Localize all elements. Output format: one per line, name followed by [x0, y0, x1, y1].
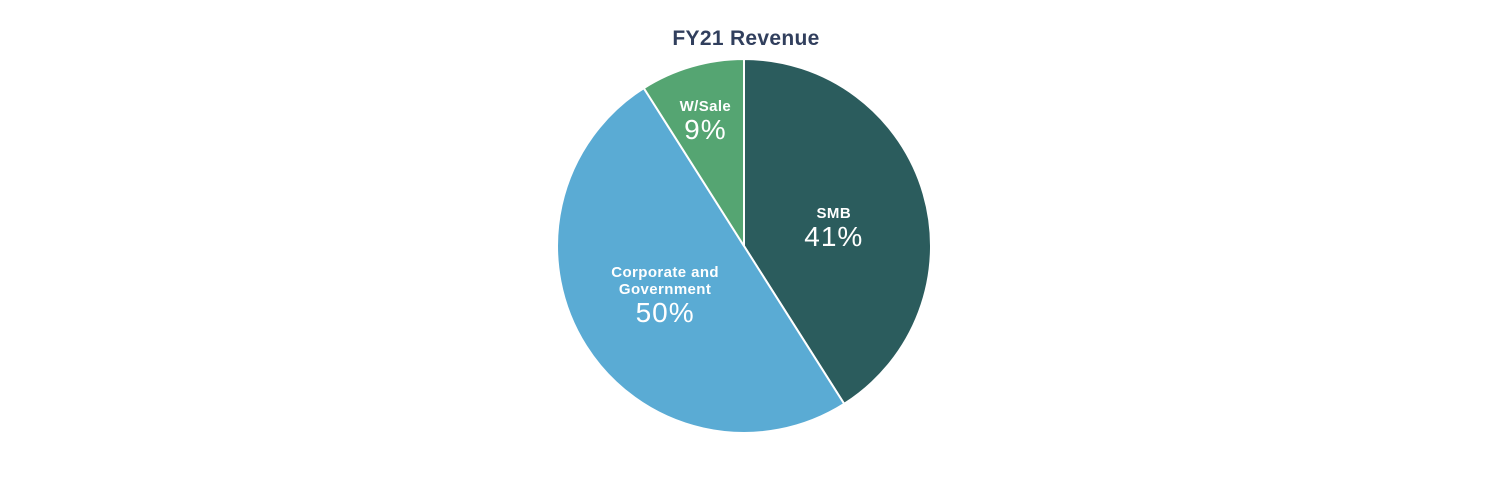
slice-percent-w-sale: 9% [684, 114, 726, 145]
pie-slice-corporate-and-government [556, 87, 846, 434]
slice-label-corporate-and-government: Government [619, 281, 711, 298]
slice-label-corporate-and-government: Corporate and [611, 264, 719, 281]
slice-label-w-sale: W/Sale [680, 98, 732, 115]
slice-label-smb: SMB [817, 205, 852, 222]
pie-slice-w-sale [642, 58, 745, 247]
slice-percent-smb: 41% [804, 221, 863, 252]
slice-percent-corporate-and-government: 50% [636, 297, 695, 328]
pie-slice-smb [743, 58, 932, 405]
chart-title: FY21 Revenue [672, 27, 820, 50]
